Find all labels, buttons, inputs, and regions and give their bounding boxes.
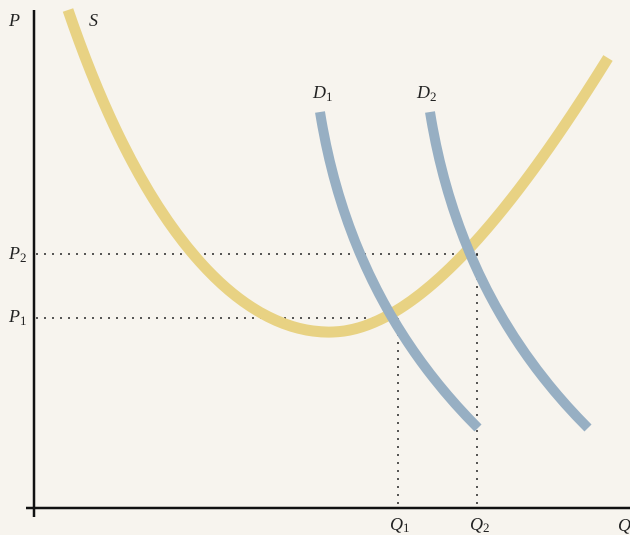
q2-label: Q2	[470, 514, 490, 535]
subscript: 2	[430, 89, 437, 104]
y-axis-label: P	[8, 10, 20, 30]
supply-label: S	[89, 10, 98, 30]
letter: D	[416, 82, 430, 102]
x-axis-label: Q	[618, 515, 630, 535]
letter: P	[8, 306, 20, 326]
letter: Q	[470, 514, 483, 534]
subscript: 1	[403, 520, 410, 535]
p2-label: P2	[8, 243, 27, 265]
demand-curve-2	[425, 111, 592, 432]
letter: D	[312, 82, 326, 102]
demand-curve-1	[315, 111, 482, 432]
subscript: 1	[326, 89, 333, 104]
p1-label: P1	[8, 306, 27, 328]
demand-1-label: D1	[312, 82, 333, 104]
supply-curve	[62, 8, 613, 338]
subscript: 1	[20, 313, 27, 328]
letter: P	[8, 243, 20, 263]
subscript: 2	[483, 520, 490, 535]
q1-label: Q1	[390, 514, 410, 535]
subscript: 2	[20, 250, 27, 265]
demand-2-label: D2	[416, 82, 437, 104]
letter: Q	[390, 514, 403, 534]
